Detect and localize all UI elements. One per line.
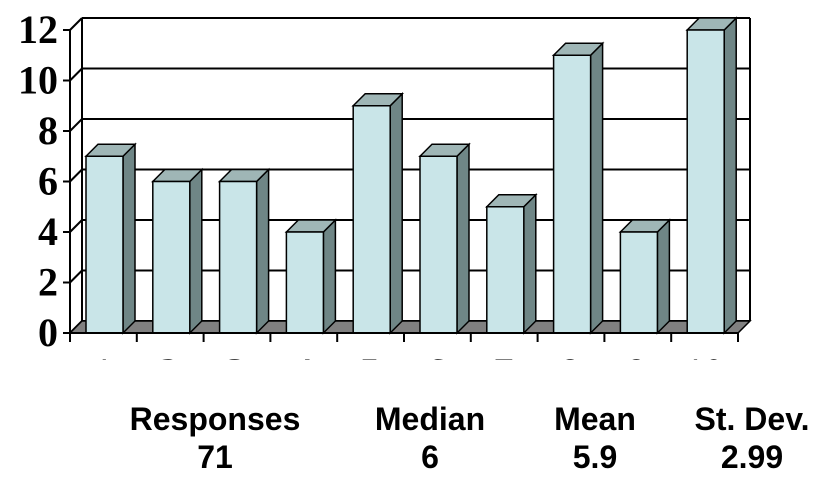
x-tick-label: 1 [93, 350, 113, 360]
stat-label: St. Dev. [694, 401, 810, 437]
x-tick-label: 3 [226, 350, 246, 360]
bar [484, 192, 538, 335]
bar-side [589, 41, 604, 335]
bar-face [686, 29, 725, 334]
x-tick-label: 10 [684, 350, 724, 360]
bar [551, 41, 605, 335]
stat-value: 5.9 [572, 439, 618, 475]
bar-side [389, 91, 403, 335]
bar-face [218, 180, 258, 334]
bar-face [619, 231, 659, 334]
bar-face [152, 180, 191, 334]
bar [418, 142, 471, 335]
bars-layer [84, 16, 739, 335]
x-tick-label: 8 [560, 350, 580, 360]
bar [351, 91, 405, 335]
y-tick-label: 2 [38, 260, 58, 305]
stat-label: Mean [554, 401, 636, 437]
bar-side [189, 167, 203, 335]
stat-label: Median [374, 401, 486, 437]
y-tick-label: 10 [18, 58, 58, 103]
bar-side [255, 167, 270, 335]
bar-face [352, 105, 391, 334]
stat-value: 2.99 [720, 439, 784, 475]
y-tick-labels: 0 2 4 6 8 10 12 [18, 7, 58, 355]
y-tick-label: 0 [38, 310, 58, 355]
stat-responses: Responses 71 [115, 400, 315, 476]
side-wall-gridline [69, 219, 83, 233]
x-tick-label: 5 [360, 350, 380, 360]
bar-face [486, 206, 525, 334]
y-tick-label: 4 [38, 209, 58, 254]
x-tick-label: 2 [159, 350, 179, 360]
bar-side [322, 218, 337, 335]
bar-side [456, 142, 470, 335]
x-tick-label: 4 [293, 350, 313, 360]
bar-side [122, 142, 136, 335]
x-tick-labels: 1 2 3 4 5 6 7 8 9 10 [93, 350, 724, 360]
bar-face [552, 54, 592, 334]
stat-median: Median 6 [355, 400, 505, 476]
side-wall-gridline [69, 168, 83, 183]
bar [150, 167, 204, 335]
side-wall-gridline [69, 269, 83, 284]
x-tick-label: 9 [627, 350, 647, 360]
bar [685, 16, 739, 335]
bar [284, 218, 338, 335]
stat-value: 71 [197, 439, 233, 475]
stat-mean: Mean 5.9 [525, 400, 665, 476]
bar-side [723, 16, 737, 335]
summary-stats: Responses 71 Median 6 Mean 5.9 St. Dev. … [0, 400, 825, 480]
stat-value: 6 [421, 439, 439, 475]
bar [84, 142, 137, 335]
bar-side [656, 218, 671, 335]
side-wall-gridline [69, 118, 83, 132]
x-tick-label: 6 [427, 350, 447, 360]
side-wall-gridline [69, 67, 83, 82]
stat-label: Responses [129, 401, 301, 437]
y-tick-label: 8 [38, 108, 58, 153]
axes-layer [63, 29, 739, 342]
bar-face [419, 155, 458, 334]
bar-face [285, 231, 325, 334]
bar [217, 167, 271, 335]
bar [618, 218, 672, 335]
bar-side [523, 192, 537, 335]
bar-face [85, 155, 124, 334]
side-wall-gridline [69, 17, 83, 31]
stat-st-dev: St. Dev. 2.99 [682, 400, 822, 476]
y-tick-label: 6 [38, 159, 58, 204]
y-tick-label: 12 [18, 7, 58, 52]
x-tick-label: 7 [493, 350, 513, 360]
